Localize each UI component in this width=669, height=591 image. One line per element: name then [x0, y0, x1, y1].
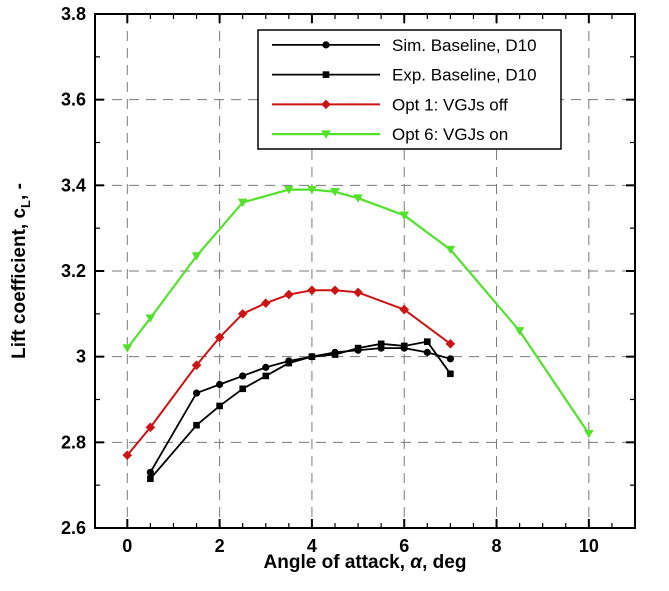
- marker-diamond: [353, 287, 363, 298]
- legend-label: Opt 1: VGJs off: [392, 95, 508, 114]
- x-tick-label: 8: [492, 536, 502, 556]
- marker-diamond: [307, 285, 317, 296]
- marker-circle: [262, 363, 270, 371]
- x-tick-label: 2: [215, 536, 225, 556]
- marker-triangle-down: [145, 314, 156, 323]
- legend-label: Sim. Baseline, D10: [392, 36, 537, 55]
- marker-triangle-down: [122, 344, 133, 353]
- y-axis-label-suffix: , -: [9, 183, 30, 200]
- marker-triangle-down: [321, 130, 331, 139]
- marker-square: [377, 340, 385, 348]
- marker-square: [424, 338, 431, 345]
- y-tick-label: 2.8: [61, 432, 86, 452]
- marker-square: [216, 402, 223, 410]
- x-axis-label-suffix: , deg: [422, 552, 467, 573]
- marker-square: [262, 372, 270, 380]
- marker-diamond: [122, 450, 133, 460]
- x-tick-label: 6: [399, 536, 409, 556]
- marker-square: [193, 421, 200, 429]
- y-tick-label: 2.6: [61, 518, 86, 538]
- marker-triangle-down: [353, 194, 363, 203]
- marker-diamond: [191, 360, 202, 371]
- marker-triangle-down: [237, 198, 248, 208]
- marker-diamond: [321, 99, 331, 110]
- marker-square: [400, 342, 408, 350]
- marker-circle: [239, 372, 247, 380]
- marker-diamond: [399, 304, 410, 315]
- marker-square: [447, 370, 454, 378]
- x-axis-label-text: Angle of attack,: [263, 552, 411, 573]
- marker-diamond: [145, 422, 156, 433]
- legend-label: Opt 6: VGJs on: [392, 125, 508, 144]
- marker-triangle-down: [191, 252, 202, 261]
- marker-triangle-down: [330, 187, 340, 197]
- series-line: [126, 289, 451, 456]
- marker-circle: [446, 355, 454, 363]
- marker-diamond: [330, 285, 340, 296]
- marker-circle: [192, 389, 201, 397]
- legend-box: [257, 29, 562, 150]
- marker-square: [322, 71, 330, 78]
- marker-triangle-down: [284, 185, 294, 195]
- marker-square: [354, 344, 362, 352]
- marker-triangle-down: [584, 429, 594, 439]
- x-tick-label: 0: [122, 536, 132, 556]
- marker-square: [308, 353, 316, 360]
- marker-triangle-down: [514, 327, 525, 336]
- marker-circle: [322, 41, 330, 49]
- x-axis-label: Angle of attack, α, deg: [165, 552, 565, 574]
- marker-diamond: [260, 298, 271, 308]
- marker-diamond: [214, 332, 225, 343]
- marker-square: [147, 475, 154, 483]
- marker-square: [239, 385, 246, 393]
- series-line: [126, 188, 590, 435]
- y-tick-label: 3.6: [61, 90, 86, 110]
- y-axis-label-sub: L: [17, 199, 33, 208]
- y-tick-label: 3.4: [61, 175, 86, 195]
- marker-square: [285, 359, 293, 367]
- marker-diamond: [445, 339, 456, 349]
- alpha-symbol: α: [410, 552, 423, 573]
- marker-circle: [423, 348, 431, 356]
- marker-diamond: [237, 309, 248, 319]
- y-tick-label: 3.2: [61, 261, 86, 281]
- marker-triangle-down: [445, 245, 456, 255]
- x-tick-label: 4: [307, 536, 317, 556]
- marker-circle: [216, 380, 224, 389]
- y-tick-label: 3.8: [61, 4, 86, 24]
- marker-diamond: [284, 289, 294, 300]
- y-axis-label: Lift coefficient, cL, -: [9, 71, 35, 471]
- marker-triangle-down: [399, 211, 410, 220]
- legend-label: Exp. Baseline, D10: [392, 66, 537, 85]
- marker-circle: [146, 468, 154, 476]
- marker-triangle-down: [307, 185, 317, 195]
- x-tick-label: 10: [579, 536, 599, 556]
- y-axis-label-text: Lift coefficient, c: [9, 207, 30, 359]
- y-tick-label: 3: [76, 347, 86, 367]
- marker-square: [331, 351, 339, 358]
